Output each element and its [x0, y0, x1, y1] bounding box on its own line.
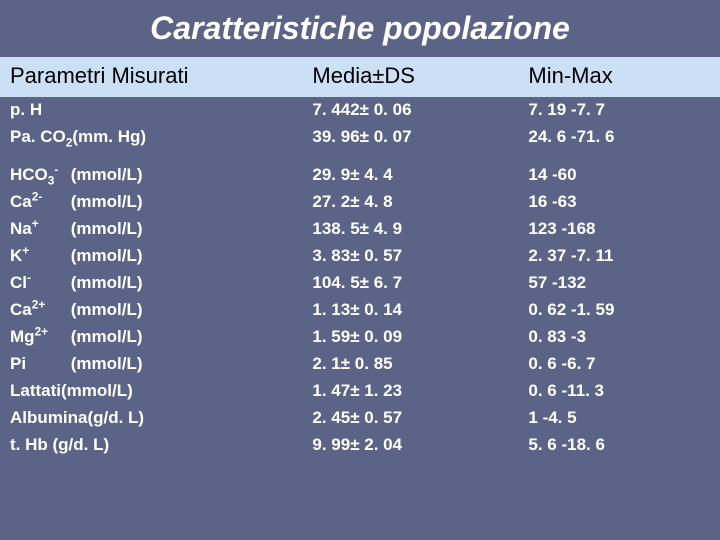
cell-param: K+ (mmol/L)	[0, 243, 302, 270]
cell-range: 5. 6 -18. 6	[518, 432, 720, 459]
cell-param: Ca2+ (mmol/L)	[0, 297, 302, 324]
cell-param: Pa. CO2(mm. Hg)	[0, 124, 302, 151]
cell-param: p. H	[0, 97, 302, 124]
table-header-row: Parametri Misurati Media±DS Min-Max	[0, 57, 720, 97]
cell-mean: 2. 45± 0. 57	[302, 405, 518, 432]
slide: Caratteristiche popolazione Parametri Mi…	[0, 0, 720, 540]
table-row: Pi (mmol/L)2. 1± 0. 850. 6 -6. 7	[0, 351, 720, 378]
cell-mean: 29. 9± 4. 4	[302, 151, 518, 189]
cell-param: Cl- (mmol/L)	[0, 270, 302, 297]
cell-range: 24. 6 -71. 6	[518, 124, 720, 151]
cell-range: 7. 19 -7. 7	[518, 97, 720, 124]
table-row: t. Hb (g/d. L)9. 99± 2. 045. 6 -18. 6	[0, 432, 720, 459]
cell-mean: 2. 1± 0. 85	[302, 351, 518, 378]
cell-param: t. Hb (g/d. L)	[0, 432, 302, 459]
table-row: Pa. CO2(mm. Hg)39. 96± 0. 0724. 6 -71. 6	[0, 124, 720, 151]
cell-param: Na+ (mmol/L)	[0, 216, 302, 243]
cell-range: 14 -60	[518, 151, 720, 189]
cell-range: 16 -63	[518, 189, 720, 216]
cell-param: Lattati(mmol/L)	[0, 378, 302, 405]
slide-title: Caratteristiche popolazione	[0, 10, 720, 47]
table-row: K+ (mmol/L)3. 83± 0. 572. 37 -7. 11	[0, 243, 720, 270]
cell-mean: 1. 59± 0. 09	[302, 324, 518, 351]
col-media: Media±DS	[302, 57, 518, 97]
cell-mean: 1. 13± 0. 14	[302, 297, 518, 324]
table-row: Albumina(g/d. L)2. 45± 0. 571 -4. 5	[0, 405, 720, 432]
col-parametri: Parametri Misurati	[0, 57, 302, 97]
cell-range: 0. 6 -6. 7	[518, 351, 720, 378]
table-row: Lattati(mmol/L)1. 47± 1. 230. 6 -11. 3	[0, 378, 720, 405]
cell-range: 123 -168	[518, 216, 720, 243]
cell-mean: 9. 99± 2. 04	[302, 432, 518, 459]
table-row: p. H7. 442± 0. 067. 19 -7. 7	[0, 97, 720, 124]
cell-range: 0. 83 -3	[518, 324, 720, 351]
cell-mean: 1. 47± 1. 23	[302, 378, 518, 405]
table-row: Ca2+ (mmol/L)1. 13± 0. 140. 62 -1. 59	[0, 297, 720, 324]
cell-mean: 27. 2± 4. 8	[302, 189, 518, 216]
cell-range: 0. 6 -11. 3	[518, 378, 720, 405]
cell-mean: 138. 5± 4. 9	[302, 216, 518, 243]
cell-param: HCO3- (mmol/L)	[0, 151, 302, 189]
cell-mean: 104. 5± 6. 7	[302, 270, 518, 297]
cell-mean: 3. 83± 0. 57	[302, 243, 518, 270]
table-row: HCO3- (mmol/L)29. 9± 4. 414 -60	[0, 151, 720, 189]
table-row: Ca2- (mmol/L)27. 2± 4. 816 -63	[0, 189, 720, 216]
cell-range: 1 -4. 5	[518, 405, 720, 432]
cell-param: Pi (mmol/L)	[0, 351, 302, 378]
parameters-table: Parametri Misurati Media±DS Min-Max p. H…	[0, 57, 720, 459]
cell-mean: 7. 442± 0. 06	[302, 97, 518, 124]
cell-param: Albumina(g/d. L)	[0, 405, 302, 432]
cell-range: 0. 62 -1. 59	[518, 297, 720, 324]
cell-param: Mg2+ (mmol/L)	[0, 324, 302, 351]
cell-mean: 39. 96± 0. 07	[302, 124, 518, 151]
cell-param: Ca2- (mmol/L)	[0, 189, 302, 216]
table-row: Mg2+ (mmol/L)1. 59± 0. 090. 83 -3	[0, 324, 720, 351]
cell-range: 57 -132	[518, 270, 720, 297]
col-minmax: Min-Max	[518, 57, 720, 97]
table-row: Cl- (mmol/L)104. 5± 6. 757 -132	[0, 270, 720, 297]
table-row: Na+ (mmol/L)138. 5± 4. 9123 -168	[0, 216, 720, 243]
cell-range: 2. 37 -7. 11	[518, 243, 720, 270]
